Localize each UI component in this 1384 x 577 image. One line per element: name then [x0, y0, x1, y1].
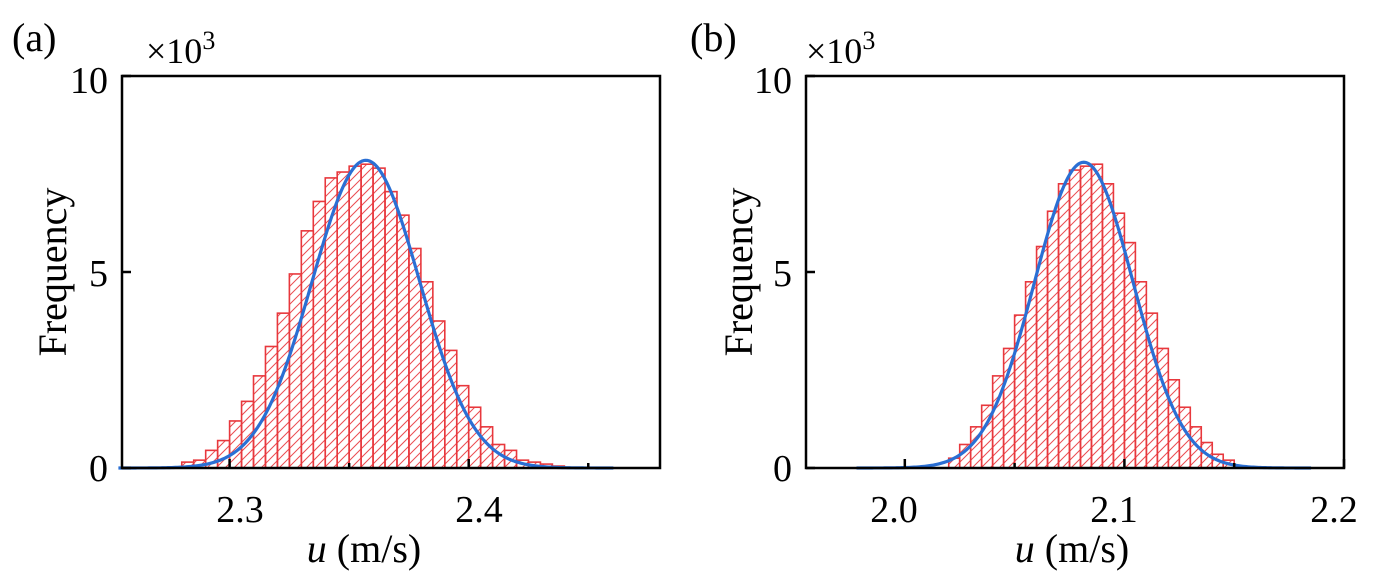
panel-b-xtick-label-2-1: 2.1 — [1090, 489, 1138, 531]
panel-a-plot-frame — [120, 74, 662, 470]
panel-b-histogram — [947, 163, 1235, 469]
panel-a-bar — [360, 163, 374, 469]
panel-a-gaussian-fit — [118, 158, 614, 470]
panel-a: (a) ×103 10 5 0 2.3 2.4 u (m/s) Frequenc… — [12, 15, 662, 571]
panel-b-ticks — [806, 74, 1346, 470]
panel-a-xtick-label-2-4: 2.4 — [455, 489, 503, 531]
panel-a-ytick-label-10: 10 — [70, 60, 108, 102]
panel-b-x-axis-title: u (m/s) — [1015, 526, 1129, 571]
panel-b-ytick-label-0: 0 — [773, 448, 792, 490]
panel-a-ticks — [122, 74, 590, 470]
panel-a-ytick-label-0: 0 — [89, 448, 108, 490]
panel-a-bar — [384, 190, 398, 469]
panel-a-ytick-label-5: 5 — [89, 253, 108, 295]
panel-a-histogram — [180, 163, 566, 469]
panel-b-xtick-label-2-2: 2.2 — [1310, 489, 1358, 531]
panel-a-scale-label: ×103 — [146, 26, 215, 71]
panel-b-ytick-label-5: 5 — [773, 253, 792, 295]
panel-a-bar-hatching — [181, 164, 565, 468]
panel-b-ytick-label-10: 10 — [754, 60, 792, 102]
panel-a-xtick-label-2-3: 2.3 — [216, 489, 264, 531]
panel-b-xtick-label-2-0: 2.0 — [870, 489, 918, 531]
panel-a-bar — [276, 312, 291, 469]
panel-a-bar — [336, 171, 350, 469]
panel-b-label: (b) — [690, 15, 737, 60]
panel-b-gaussian-fit — [856, 160, 1312, 470]
panel-a-y-axis-title: Frequency — [30, 188, 75, 357]
panel-b: (b) ×103 10 5 0 2.0 2.1 2.2 u (m/s) Freq… — [690, 15, 1358, 571]
panel-b-bar-hatching — [948, 164, 1235, 468]
panel-a-x-axis-title: u (m/s) — [307, 526, 421, 571]
panel-b-bar — [1046, 210, 1060, 469]
panel-b-plot-frame — [804, 74, 1346, 470]
panel-b-y-axis-title: Frequency — [716, 188, 761, 357]
panel-b-scale-label: ×103 — [806, 26, 875, 71]
panel-a-label: (a) — [12, 15, 56, 60]
